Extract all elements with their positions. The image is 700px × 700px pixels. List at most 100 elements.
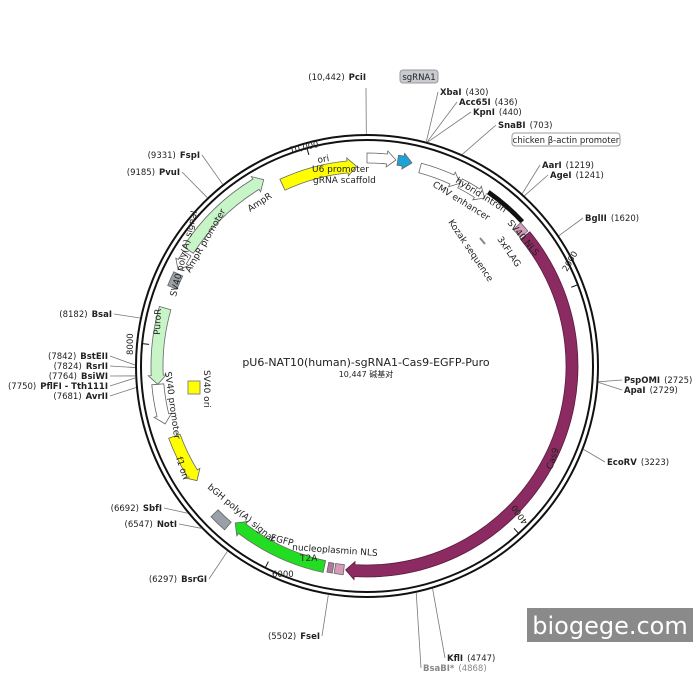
feature-label: U6 promoter: [312, 165, 369, 175]
feature-label: ori: [317, 154, 330, 166]
site-pos: (7842): [48, 352, 76, 362]
feature-shape: [168, 433, 201, 482]
site-name: PflFI - Tth111I: [40, 382, 108, 392]
site-label: (5502) FseI: [268, 632, 320, 642]
site-label: (7842) BstEII: [48, 352, 108, 362]
scale-tick: [513, 527, 520, 534]
map-title: pU6-NAT10(human)-sgRNA1-Cas9-EGFP-Puro: [242, 356, 490, 369]
site-label: (7824) RsrII: [54, 362, 108, 372]
site-name: Acc65I: [459, 98, 491, 108]
site-label: EcoRV (3223): [607, 458, 669, 468]
site-line: [109, 387, 137, 397]
site-pos: (9331): [148, 151, 176, 161]
site-label: ApaI (2729): [624, 386, 678, 396]
sv40-ori-shape: [187, 380, 201, 395]
site-pos: (8182): [59, 310, 87, 320]
site-line: [201, 154, 224, 185]
site-line: [521, 164, 541, 194]
site-line: [426, 101, 458, 143]
site-pos: (2725): [664, 376, 692, 386]
map-length: 10,447 碱基对: [339, 369, 394, 379]
site-line: [461, 124, 497, 155]
site-name: PciI: [349, 73, 366, 83]
site-name: AarI: [542, 161, 562, 171]
site-label: (6692) SbfI: [111, 504, 162, 514]
site-name: NotI: [157, 520, 177, 530]
site-pos: (703): [530, 121, 553, 131]
feature-shape: [167, 271, 184, 290]
site-label: AgeI (1241): [550, 171, 604, 181]
site-line: [109, 365, 136, 368]
site-label: PspOMI (2725): [624, 376, 692, 386]
promoter-label: chicken β-actin promoter: [513, 136, 620, 146]
site-line: [432, 588, 446, 659]
site-pos: (7750): [8, 382, 36, 392]
site-pos: (5502): [268, 632, 296, 642]
site-name: BsiWI: [81, 372, 108, 382]
site-pos: (10,442): [308, 73, 344, 83]
scale-label: 6000: [272, 570, 294, 580]
kozak-mark: [479, 237, 486, 245]
site-line: [208, 551, 228, 580]
feature-label: SV40 ori: [201, 370, 211, 408]
backbone-inner: [140, 139, 594, 593]
feature-label: gRNA scaffold: [313, 176, 376, 186]
feature-shape: [457, 178, 486, 201]
site-name: KpnI: [473, 108, 495, 118]
site-pos: (7824): [54, 362, 82, 372]
site-line: [524, 174, 549, 196]
site-name: AvrII: [86, 392, 108, 402]
site-line: [427, 111, 472, 143]
site-pos: (6297): [149, 575, 177, 585]
site-line: [598, 379, 623, 383]
site-label: Acc65I (436): [459, 98, 518, 108]
feature-shape: [175, 250, 192, 271]
sgrna-box: [399, 69, 439, 84]
scale-tick: [306, 147, 310, 155]
site-name: RsrII: [86, 362, 108, 372]
feature-shape: [234, 520, 327, 573]
feature-shape: [396, 152, 413, 170]
site-name: SnaBI: [498, 121, 526, 131]
sgrna-label: sgRNA1: [402, 73, 435, 83]
feature-shape: [151, 383, 173, 425]
site-pos: (2729): [650, 386, 678, 396]
feature-shape: [182, 175, 265, 254]
backbone-outer: [135, 134, 599, 598]
feature-shape: [512, 222, 529, 238]
site-pos: (440): [499, 108, 522, 118]
scale-label: 8000: [126, 333, 136, 355]
site-label: BsaBI* (4868): [423, 664, 487, 674]
site-line: [113, 313, 141, 319]
site-name: BglII: [585, 214, 607, 224]
feature-shape: [418, 162, 461, 188]
feature-shape: [147, 306, 172, 385]
site-pos: (7681): [53, 392, 81, 402]
site-line: [109, 355, 136, 366]
feature-shape: [333, 563, 345, 576]
feature-shape: [210, 509, 232, 531]
feature-shape: [366, 150, 397, 168]
feature-shape: [279, 157, 358, 191]
site-pos: (9185): [127, 168, 155, 178]
site-label: (7681) AvrII: [53, 392, 108, 402]
site-pos: (7764): [49, 372, 77, 382]
site-name: PspOMI: [624, 376, 660, 386]
site-label: (7750) PflFI - Tth111I: [8, 382, 108, 392]
site-line: [583, 449, 606, 463]
site-name: AgeI: [550, 171, 572, 181]
scale-tick: [571, 284, 579, 288]
site-pos: (1241): [576, 171, 604, 181]
site-label: (9185) PvuI: [127, 168, 180, 178]
site-name: FspI: [180, 151, 200, 161]
feature-shape: [345, 231, 579, 581]
feature-shape: [326, 561, 335, 574]
site-label: BglII (1620): [585, 214, 639, 224]
site-line: [598, 381, 623, 391]
site-line: [558, 217, 584, 237]
site-line: [109, 377, 136, 387]
site-label: (8182) BsaI: [59, 310, 112, 320]
site-line: [321, 594, 329, 637]
site-name: KflI: [447, 654, 463, 664]
feature-label: T2A: [299, 554, 318, 564]
